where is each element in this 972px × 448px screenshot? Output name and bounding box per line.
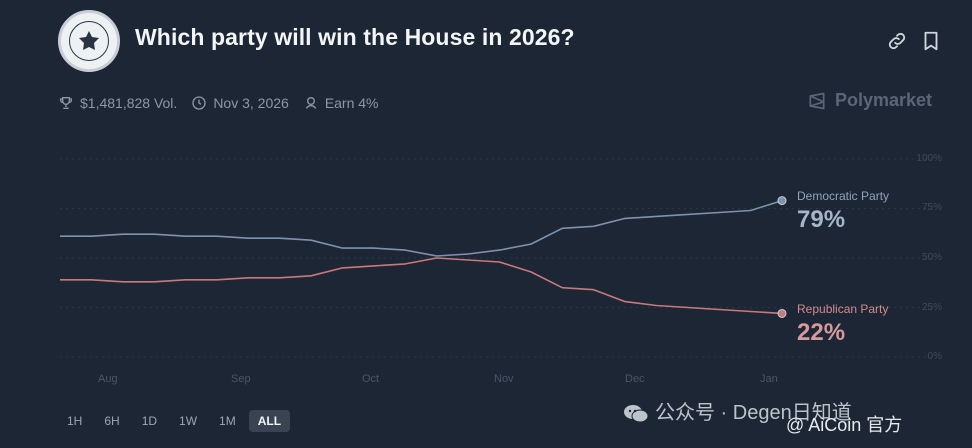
range-button-all[interactable]: ALL: [248, 410, 291, 432]
polymarket-logo-icon: [809, 92, 825, 109]
house-seal-icon: [58, 10, 120, 72]
x-tick-label: Jan: [760, 373, 778, 385]
bookmark-icon[interactable]: [920, 30, 942, 52]
trophy-icon: [60, 97, 72, 109]
x-tick-label: Sep: [231, 373, 251, 385]
democratic-end-point: [777, 196, 787, 206]
price-chart-svg: [60, 158, 935, 358]
volume-text: $1,481,828 Vol.: [80, 95, 178, 111]
watermark-wechat: 公众号 · Degen日知道: [623, 396, 852, 425]
earn-icon: [305, 97, 317, 109]
watermark-aicoin: @ AiCoin 官方: [786, 411, 902, 437]
democratic-series-percent: 79%: [797, 206, 846, 233]
earn-text: Earn 4%: [324, 95, 379, 111]
market-title: Which party will win the House in 2026?: [135, 24, 575, 50]
republican-series-line: [60, 257, 783, 315]
y-tick-label: 100%: [916, 153, 942, 164]
end-date-stat: Nov 3, 2026: [191, 95, 289, 111]
watermark-text-1: 公众号 · Degen日知道: [655, 402, 852, 424]
republican-end-point: [777, 308, 787, 318]
y-tick-label: 25%: [921, 302, 942, 313]
range-button-1h[interactable]: 1H: [67, 414, 83, 428]
republican-series-percent: 22%: [797, 319, 846, 346]
y-tick-label: 0%: [927, 351, 942, 362]
range-button-1w[interactable]: 1W: [179, 414, 198, 428]
price-chart: 100% 75% 50% 25% 0% Aug Sep Oct Nov Dec …: [0, 140, 972, 390]
earn-stat[interactable]: Earn 4%: [303, 95, 379, 111]
y-tick-label: 75%: [921, 202, 942, 213]
end-date-text: Nov 3, 2026: [213, 95, 289, 111]
x-tick-label: Oct: [362, 373, 380, 385]
y-tick-label: 50%: [921, 252, 942, 263]
watermark-text-2: @ AiCoin 官方: [786, 415, 903, 435]
range-button-1d[interactable]: 1D: [141, 414, 158, 428]
range-button-1m[interactable]: 1M: [219, 414, 236, 428]
x-tick-label: Nov: [494, 373, 514, 385]
x-tick-label: Aug: [98, 373, 118, 385]
link-icon[interactable]: [886, 30, 908, 52]
time-range-selector: 1H 6H 1D 1W 1M ALL: [58, 410, 294, 432]
wechat-icon: [624, 404, 649, 423]
brand-name: Polymarket: [834, 90, 932, 110]
polymarket-brand: Polymarket: [807, 90, 932, 111]
market-meta: $1,481,828 Vol. Nov 3, 2026 Earn 4%: [58, 92, 393, 114]
range-button-6h[interactable]: 6H: [104, 414, 120, 428]
x-tick-label: Dec: [625, 373, 645, 385]
republican-series-name: Republican Party: [797, 302, 889, 316]
volume-stat: $1,481,828 Vol.: [58, 95, 177, 111]
democratic-series-name: Democratic Party: [797, 189, 890, 203]
democratic-series-line: [60, 199, 783, 257]
clock-icon: [192, 96, 206, 110]
